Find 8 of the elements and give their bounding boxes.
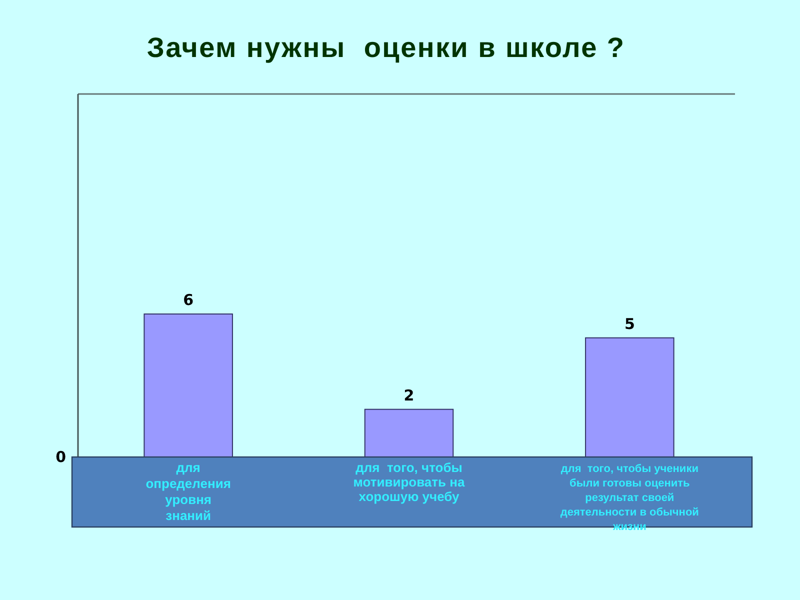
data-label: 5: [624, 314, 635, 333]
data-label: 2: [404, 386, 414, 404]
data-label: 6: [183, 291, 194, 309]
x-tick-label: для определения уровня знаний: [146, 460, 231, 523]
text: 0: [56, 448, 66, 466]
chart-title: Зачем нужны оценки в школе ?: [146, 32, 626, 63]
x-tick-label: для того, чтобы мотивировать на хорошую учебу: [353, 460, 466, 504]
x-tick-label: для того, чтобы ученики были готовы оценить результат своей деятельности в обычной жизни: [560, 463, 699, 533]
